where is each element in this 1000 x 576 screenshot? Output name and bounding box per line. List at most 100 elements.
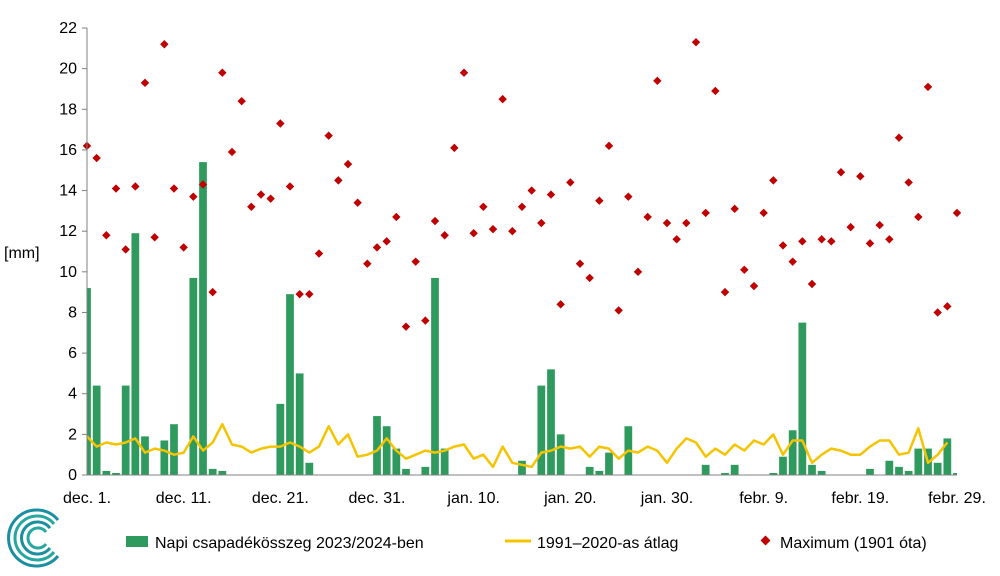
- y-tick-label: 4: [68, 386, 77, 403]
- legend: Napi csapadékösszeg 2023/2024-ben 1991–2…: [126, 535, 927, 552]
- maximum-marker: [169, 184, 179, 193]
- precip-bar: [102, 470, 111, 475]
- precip-bar: [276, 403, 285, 475]
- precip-bar: [440, 448, 449, 475]
- maximum-marker: [227, 147, 237, 157]
- x-tick-label: dec. 31.: [349, 490, 406, 507]
- maximum-marker: [865, 239, 875, 248]
- maximum-marker: [295, 289, 304, 299]
- precip-bar: [721, 472, 729, 475]
- maximum-marker: [411, 257, 420, 266]
- maximum-marker: [121, 245, 130, 254]
- maximum-marker: [256, 190, 266, 199]
- maximum-marker: [604, 141, 614, 151]
- maximum-marker: [401, 322, 411, 331]
- y-tick-labels: 0 2 4 6 8 10 12 14 16 18 20 22: [59, 20, 77, 484]
- precip-bar: [779, 456, 787, 475]
- maximum-marker: [566, 178, 575, 187]
- maximum-marker: [208, 287, 217, 297]
- x-tick-label: jan. 20.: [543, 490, 596, 507]
- maximum-marker: [653, 76, 662, 86]
- maximum-marker: [440, 231, 449, 240]
- maximum-marker: [459, 68, 469, 77]
- maximum-marker: [498, 94, 507, 104]
- maximum-marker: [788, 257, 797, 266]
- precip-bar: [769, 472, 778, 475]
- maximum-marker: [875, 220, 884, 230]
- maximum-marker: [614, 306, 623, 315]
- maximum-marker: [798, 237, 807, 246]
- maximum-marker: [643, 212, 652, 222]
- maximum-marker: [527, 186, 536, 195]
- maximum-marker: [131, 182, 140, 191]
- precip-bar: [87, 288, 91, 475]
- precip-bar: [199, 162, 207, 475]
- x-tick-label: dec. 11.: [156, 490, 212, 507]
- maximum-marker: [198, 180, 208, 189]
- precip-bar: [585, 466, 594, 475]
- precip-bar: [189, 277, 198, 475]
- y-tick-label: 22: [59, 20, 77, 37]
- maximum-marker: [324, 131, 333, 140]
- legend-label-average: 1991–2020-as átlag: [537, 535, 678, 552]
- precip-bar: [556, 434, 565, 475]
- maximum-marker: [846, 222, 855, 232]
- precip-bar: [170, 424, 178, 475]
- average-line-layer: [86, 422, 949, 469]
- maximum-marker: [691, 38, 701, 47]
- maximum-marker: [701, 208, 710, 218]
- maximum-marker: [479, 202, 488, 211]
- maximum-marker: [363, 259, 372, 268]
- maximum-marker: [740, 265, 749, 274]
- precip-bar: [112, 472, 120, 475]
- y-tick-label: 16: [59, 142, 77, 159]
- maximum-marker: [817, 235, 826, 244]
- y-tick-label: 6: [68, 345, 77, 362]
- precip-bar: [595, 470, 604, 475]
- maximum-marker: [218, 68, 227, 77]
- precip-bar: [730, 464, 739, 475]
- precip-bar: [885, 460, 894, 475]
- precip-bar: [286, 294, 294, 475]
- precip-bar: [914, 448, 923, 475]
- maximum-marker: [430, 216, 440, 226]
- precip-bar: [895, 466, 903, 475]
- precip-bar: [808, 464, 816, 475]
- maximum-marker: [556, 300, 565, 309]
- maximum-marker: [662, 218, 672, 228]
- y-axis-unit: [mm]: [4, 245, 40, 262]
- precip-bar: [295, 373, 304, 475]
- y-tick-label: 18: [59, 101, 77, 118]
- bars-layer: [87, 162, 957, 475]
- maximum-marker: [160, 40, 169, 49]
- maximum-marker: [836, 168, 846, 177]
- maximum-marker: [537, 218, 546, 228]
- maximum-marker: [305, 289, 314, 299]
- maximum-marker: [807, 279, 817, 289]
- maximum-marker: [334, 176, 343, 185]
- maximum-marker: [314, 249, 324, 258]
- maximum-marker: [633, 267, 643, 277]
- precip-bar: [382, 426, 391, 475]
- maximum-marker: [189, 192, 198, 201]
- precip-bar: [218, 470, 227, 475]
- maximum-marker-layer: [82, 38, 962, 331]
- maximum-marker: [469, 229, 478, 238]
- maximum-marker: [247, 202, 256, 211]
- x-tick-label: jan. 30.: [640, 490, 693, 507]
- precip-bar: [547, 369, 555, 475]
- average-line: [86, 422, 949, 469]
- precip-bar: [817, 470, 826, 475]
- maximum-marker: [382, 237, 391, 246]
- precip-bar: [537, 385, 546, 475]
- axes-layer: [82, 27, 957, 476]
- maximum-marker: [343, 159, 353, 169]
- maximum-marker: [595, 196, 604, 205]
- maximum-marker: [778, 241, 788, 250]
- y-tick-label: 2: [68, 426, 77, 443]
- maximum-marker: [140, 78, 150, 88]
- maximum-marker: [179, 243, 188, 252]
- precip-bar: [421, 466, 430, 475]
